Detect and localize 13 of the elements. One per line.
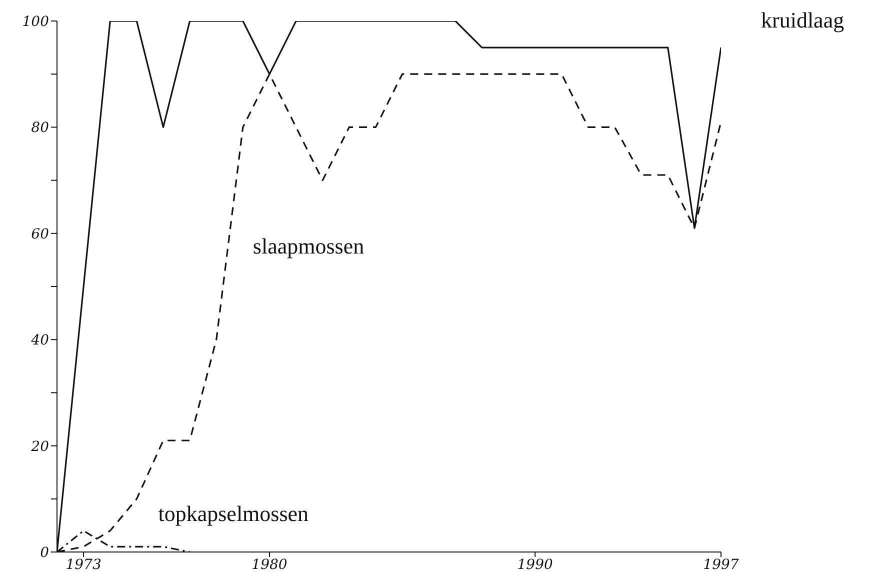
series-label: slaapmossen bbox=[252, 233, 364, 258]
x-tick-label: 1980 bbox=[252, 556, 288, 573]
y-tick-label: 0 bbox=[40, 544, 50, 561]
y-tick-label: 60 bbox=[31, 226, 50, 242]
x-tick-label: 1997 bbox=[703, 556, 739, 573]
series-label: topkapselmossen bbox=[158, 500, 309, 526]
x-tick-label: 1973 bbox=[66, 556, 102, 573]
series-label: kruidlaag bbox=[761, 8, 844, 33]
y-tick-label: 40 bbox=[30, 332, 50, 349]
y-tick-label: 20 bbox=[30, 438, 50, 455]
y-tick-label: 80 bbox=[31, 120, 50, 136]
x-tick-label: 1990 bbox=[517, 556, 553, 573]
y-tick-label: 100 bbox=[22, 14, 50, 30]
